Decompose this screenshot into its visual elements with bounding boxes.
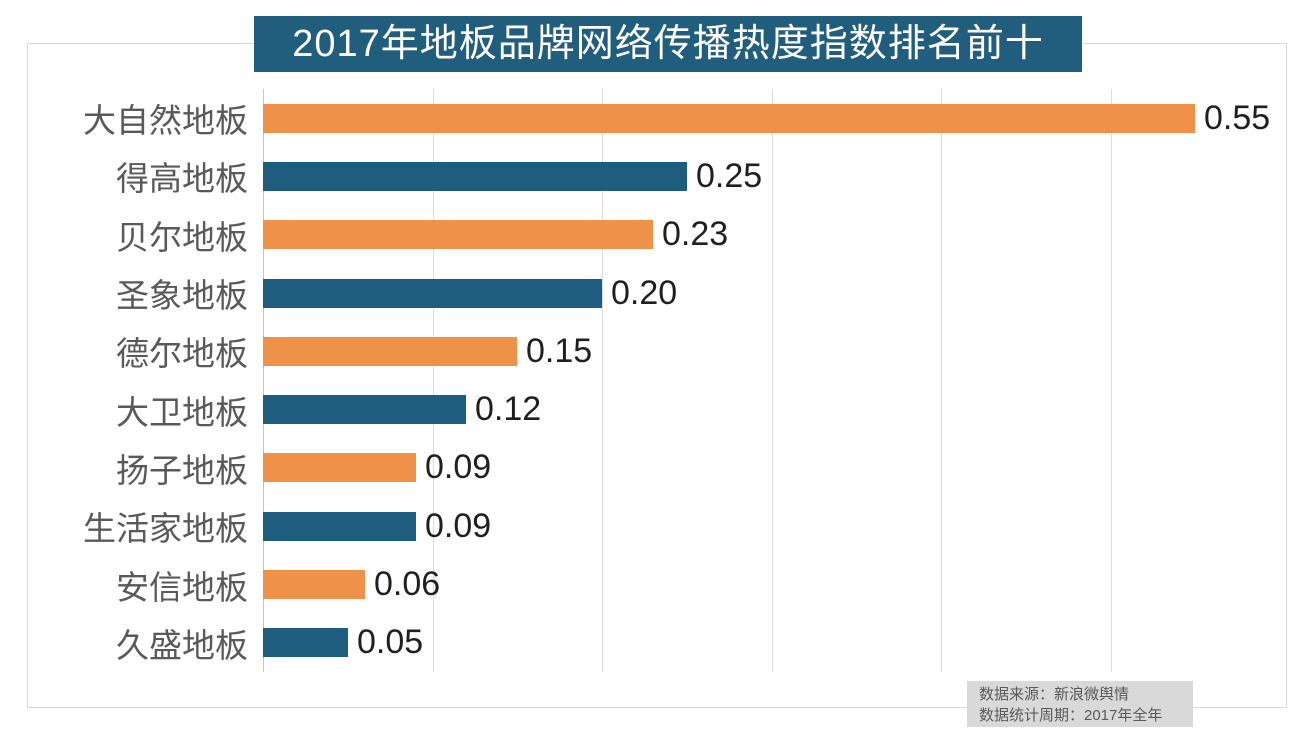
bar-row: 得高地板 0.25: [0, 147, 1314, 205]
gridlines: [0, 89, 1314, 672]
bar: [263, 395, 466, 425]
bar: [263, 220, 653, 250]
bar-rows: 大自然地板 0.55 得高地板 0.25 贝尔地板 0.23 圣象地板 0.20 德尔地板 0.1…: [0, 89, 1314, 672]
bar-row: 大自然地板 0.55: [0, 89, 1314, 147]
source-note-line1: 数据来源：新浪微舆情: [979, 686, 1130, 703]
bar: [263, 278, 602, 308]
bar: [263, 161, 687, 191]
gridline-0.4: [941, 89, 942, 672]
category-label: 安信地板: [116, 568, 248, 606]
value-label: 0.15: [526, 331, 593, 370]
bar: [263, 453, 416, 483]
value-label: 0.55: [1204, 98, 1271, 137]
value-label: 0.23: [662, 215, 729, 254]
category-label: 扬子地板: [116, 451, 248, 489]
bar-row: 安信地板 0.06: [0, 555, 1314, 613]
category-label: 贝尔地板: [116, 218, 248, 256]
category-label: 德尔地板: [116, 335, 248, 373]
bar-row: 德尔地板 0.15: [0, 322, 1314, 380]
bar: [263, 570, 365, 600]
category-label: 久盛地板: [116, 626, 248, 664]
chart-title-text: 2017年地板品牌网络传播热度指数排名前十: [292, 23, 1044, 65]
value-label: 0.09: [425, 506, 492, 545]
bar-row: 大卫地板 0.12: [0, 380, 1314, 438]
gridline-0.2: [602, 89, 603, 672]
source-note: 数据来源：新浪微舆情 数据统计周期：2017年全年: [967, 681, 1193, 727]
value-axis-line: [263, 89, 264, 672]
gridline-0.5: [1111, 89, 1112, 672]
gridline-0.1: [433, 89, 434, 672]
bar: [263, 511, 416, 541]
value-label: 0.25: [696, 156, 763, 195]
bar-row: 圣象地板 0.20: [0, 264, 1314, 322]
category-label: 圣象地板: [116, 277, 248, 315]
bar: [263, 336, 517, 366]
value-label: 0.05: [357, 623, 424, 662]
category-label: 得高地板: [116, 160, 248, 198]
bar: [263, 103, 1195, 133]
category-label: 生活家地板: [83, 510, 248, 548]
source-note-line2: 数据统计周期：2017年全年: [979, 707, 1163, 724]
bar: [263, 628, 348, 658]
bar-row: 久盛地板 0.05: [0, 614, 1314, 672]
bar-row: 生活家地板 0.09: [0, 497, 1314, 555]
value-label: 0.20: [611, 273, 678, 312]
category-label: 大自然地板: [83, 102, 248, 140]
bar-row: 贝尔地板 0.23: [0, 206, 1314, 264]
gridline-0.3: [772, 89, 773, 672]
value-label: 0.09: [425, 448, 492, 487]
value-label: 0.06: [374, 565, 441, 604]
chart-title: 2017年地板品牌网络传播热度指数排名前十: [254, 16, 1082, 72]
bar-row: 扬子地板 0.09: [0, 439, 1314, 497]
plot-frame: [27, 43, 1287, 708]
value-label: 0.12: [475, 390, 542, 429]
category-label: 大卫地板: [116, 393, 248, 431]
